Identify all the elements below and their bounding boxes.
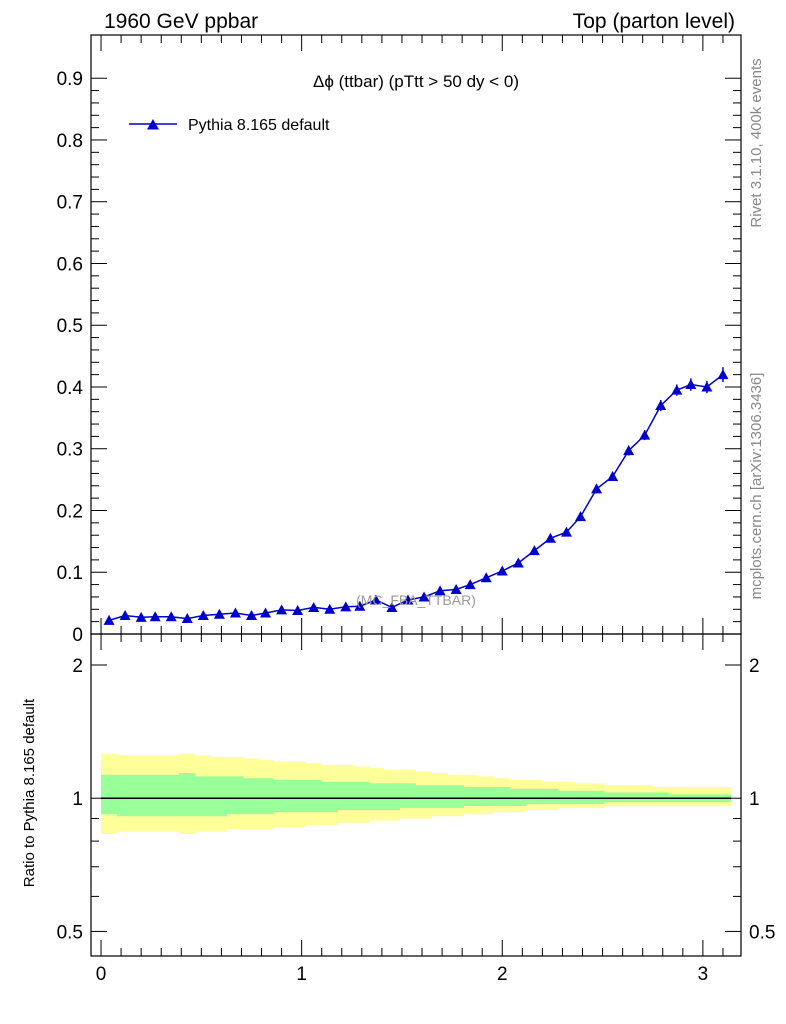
y-tick-label-right: 0.5: [749, 922, 775, 943]
data-point: [464, 579, 476, 590]
data-point: [480, 572, 492, 583]
y-tick-label-right: 1: [749, 789, 760, 810]
y-tick-label: 0.2: [57, 501, 83, 522]
data-point: [149, 611, 161, 622]
data-point: [639, 429, 651, 440]
data-point: [370, 594, 382, 605]
data-point: [575, 511, 587, 522]
y-tick-label: 0.5: [57, 922, 83, 943]
y-tick-label: 0.4: [57, 378, 84, 399]
y-tick-label-right: 2: [749, 656, 760, 677]
data-point: [418, 591, 430, 602]
data-point: [512, 557, 524, 568]
data-point: [340, 601, 352, 612]
data-point: [717, 369, 729, 380]
data-point: [655, 400, 667, 411]
y-tick-label: 0.5: [57, 316, 83, 337]
y-tick-label: 0.3: [57, 440, 83, 461]
y-tick-label: 2: [72, 656, 83, 677]
data-point: [623, 445, 635, 456]
data-point: [591, 483, 603, 494]
data-point: [276, 604, 288, 615]
ratio-y-axis-label: Ratio to Pythia 8.165 default: [21, 698, 38, 887]
rivet-label: Rivet 3.1.10, 400k events: [748, 58, 765, 227]
y-tick-label: 0.9: [57, 69, 83, 90]
chart-title: Δϕ (ttbar) (pTtt > 50 dy < 0): [313, 72, 519, 91]
ratio-x-ticks: 0 1 2 3: [96, 634, 724, 985]
data-point: [528, 545, 540, 556]
error-bars: [108, 367, 724, 623]
x-tick-label: 2: [497, 964, 508, 985]
data-point: [354, 600, 366, 611]
legend-marker: [147, 119, 159, 130]
data-point: [197, 609, 209, 620]
y-tick-label: 0: [72, 625, 83, 646]
data-point: [434, 585, 446, 596]
x-tick-label: 0: [96, 964, 107, 985]
analysis-watermark: (MC_FBA_TTBAR): [356, 592, 476, 608]
data-point: [245, 609, 257, 620]
data-point: [701, 381, 713, 392]
legend: Pythia 8.165 default: [129, 117, 330, 134]
data-points: [103, 369, 729, 625]
data-point: [607, 471, 619, 482]
main-y-ticks: 0 0.1 0.2 0.3 0.4 0.5 0.6 0.7 0.8 0.9: [57, 69, 741, 646]
data-point: [260, 607, 272, 618]
data-point: [292, 605, 304, 616]
uncertainty-bands: [101, 753, 731, 834]
data-point: [213, 608, 225, 619]
data-point: [229, 607, 241, 618]
data-point: [324, 603, 336, 614]
data-point: [181, 613, 193, 624]
data-point: [402, 594, 414, 605]
y-tick-label: 0.8: [57, 131, 83, 152]
ratio-panel: 0.5 0.5 1 1 2 2 0 1 2 3 Ratio to Pythia 8.165 de…: [21, 633, 776, 985]
data-point: [103, 614, 115, 625]
y-tick-label: 1: [72, 789, 83, 810]
ratio-frame: [90, 633, 742, 957]
x-tick-label: 1: [296, 964, 307, 985]
ratio-y-ticks: 0.5 0.5 1 1 2 2: [57, 656, 776, 943]
data-point: [165, 611, 177, 622]
data-point: [450, 584, 462, 595]
inner-band: [101, 773, 731, 817]
data-point: [544, 532, 556, 543]
x-tick-label: 3: [698, 964, 709, 985]
series-line: [108, 374, 724, 622]
main-x-ticks: [100, 35, 724, 634]
y-tick-label: 0.6: [57, 254, 83, 275]
data-point: [560, 526, 572, 537]
header-left: 1960 GeV ppbar: [104, 10, 258, 33]
data-point: [386, 601, 398, 612]
y-tick-label: 0.7: [57, 193, 83, 214]
data-point: [135, 611, 147, 622]
data-point: [119, 609, 131, 620]
mcplots-label: mcplots.cern.ch [arXiv:1306.3436]: [748, 373, 765, 600]
main-panel: 0 0.1 0.2 0.3 0.4 0.5 0.6 0.7 0.8 0.9 Δϕ (ttbar) …: [57, 34, 742, 646]
data-point: [496, 565, 508, 576]
legend-entry: Pythia 8.165 default: [188, 117, 330, 134]
y-tick-label: 0.1: [57, 563, 83, 584]
data-point: [308, 601, 320, 612]
header-right: Top (parton level): [573, 10, 735, 33]
data-point: [671, 384, 683, 395]
data-point: [685, 379, 697, 390]
